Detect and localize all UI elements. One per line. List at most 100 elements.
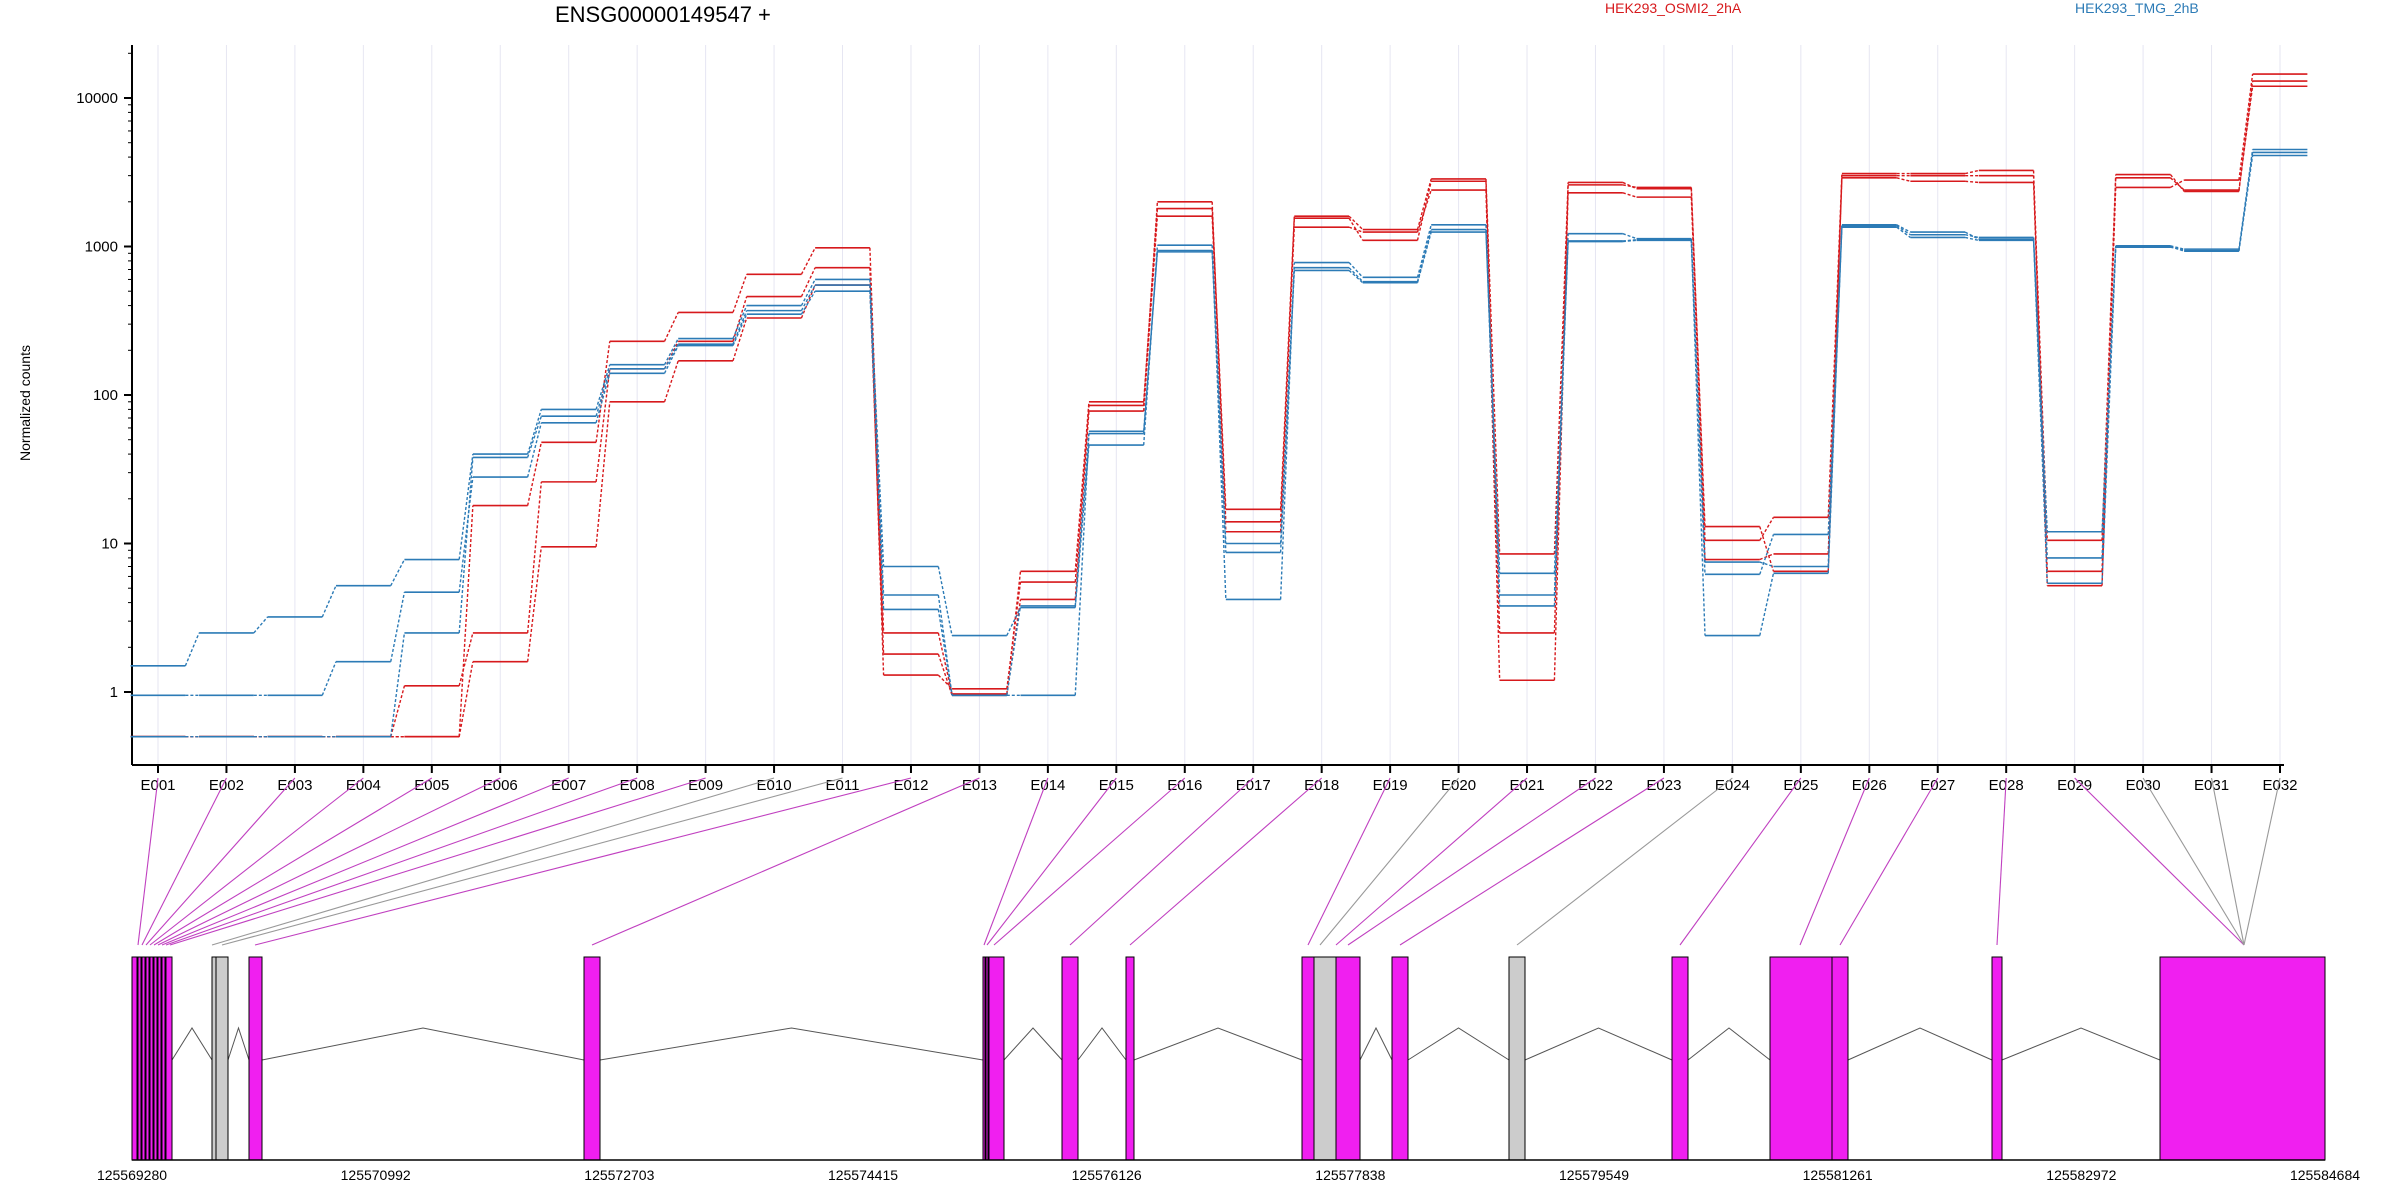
data-connector [526, 409, 542, 455]
exon-block [141, 956, 146, 1161]
intron-line [1524, 1027, 1673, 1061]
intron-line [261, 1027, 585, 1061]
x-tick-label: E012 [893, 777, 928, 794]
data-connector [1074, 433, 1090, 696]
x-tick-label: E001 [140, 777, 175, 794]
data-connector [595, 368, 611, 417]
data-connector [526, 422, 543, 478]
data-connector [595, 401, 611, 547]
intron-line [1077, 1027, 1127, 1061]
data-connector [732, 296, 748, 342]
exon-connector [1799, 777, 1870, 946]
data-connector [526, 415, 542, 458]
x-tick-label: E023 [1646, 777, 1681, 794]
data-connector [390, 685, 406, 737]
data-connector [526, 546, 543, 662]
x-tick-label: E025 [1783, 777, 1818, 794]
x-tick-label: E004 [346, 777, 381, 794]
x-tick-label: E016 [1167, 777, 1202, 794]
data-connector [2169, 174, 2185, 192]
position-label: 125572703 [584, 1167, 654, 1183]
data-connector [2170, 245, 2185, 252]
data-connector [1485, 232, 1501, 574]
data-connector [1896, 226, 1911, 239]
position-label: 125581261 [1803, 1167, 1873, 1183]
data-connector [458, 661, 474, 737]
data-connector [1964, 169, 1979, 175]
data-connector [2032, 175, 2048, 541]
exon-block [1313, 956, 1337, 1161]
data-connector [1416, 224, 1432, 278]
data-connector [1553, 182, 1569, 555]
data-connector [1416, 229, 1432, 282]
exon-block [145, 956, 150, 1161]
exon-block [1831, 956, 1849, 1161]
x-tick-label: E011 [826, 777, 860, 794]
exon-block [1335, 956, 1361, 1161]
data-connector [1006, 607, 1022, 636]
exon-block [137, 956, 142, 1161]
exon-block [985, 956, 989, 1161]
exon-block [157, 956, 162, 1161]
data-connector [1690, 240, 1706, 563]
data-connector [800, 247, 816, 275]
data-connector [458, 477, 474, 593]
exon-connector [149, 777, 364, 946]
data-connector [800, 267, 816, 297]
legend-entry-osmi: HEK293_OSMI2_2hA [1605, 0, 1742, 16]
data-connector [1690, 188, 1706, 527]
data-connector [1006, 581, 1022, 689]
exon-connector [141, 777, 227, 946]
data-connector [2101, 246, 2117, 558]
exon-connector [254, 777, 912, 946]
exon-block [131, 956, 138, 1161]
data-connector [663, 360, 679, 403]
data-connector [526, 481, 543, 633]
data-connector [1348, 215, 1364, 231]
x-tick-label: E031 [2194, 777, 2229, 794]
gene-title: ENSG00000149547 + [555, 2, 771, 27]
data-connector [1622, 233, 1637, 240]
intron-line [1359, 1026, 1393, 1061]
data-connector [1006, 605, 1022, 696]
data-connector [732, 317, 748, 361]
exon-connector [2211, 777, 2245, 946]
data-connector [1279, 267, 1295, 544]
exon-connector [1319, 777, 1460, 946]
x-tick-label: E027 [1920, 777, 1955, 794]
data-connector [458, 454, 474, 560]
data-connector [1622, 181, 1637, 190]
x-tick-label: E006 [483, 777, 518, 794]
y-tick-label: 100 [93, 387, 118, 404]
exon-connector [145, 777, 296, 946]
data-connector [1553, 241, 1569, 596]
exon-connector [153, 777, 433, 946]
position-label: 125582972 [2046, 1167, 2116, 1183]
data-connector [1348, 226, 1363, 233]
data-connector [458, 632, 474, 687]
data-connector [2238, 80, 2254, 192]
exon-connector [1129, 777, 1323, 946]
intron-line [227, 1026, 250, 1061]
legend-entry-tmg: HEK293_TMG_2hB [2075, 0, 2199, 16]
position-label: 125577838 [1315, 1167, 1385, 1183]
intron-line [1407, 1027, 1510, 1061]
data-connector [1759, 561, 1774, 568]
data-connector [1759, 553, 1774, 561]
data-connector [1074, 401, 1090, 572]
intron-line [1687, 1027, 1771, 1061]
data-connector [1896, 177, 1911, 182]
exon-connector [1335, 777, 1528, 946]
exon-block [982, 956, 986, 1161]
data-connector [937, 674, 953, 690]
data-connector [1211, 245, 1227, 600]
exon-block [248, 956, 263, 1161]
data-connector [663, 338, 679, 366]
data-connector [1279, 216, 1295, 510]
data-connector [1553, 240, 1569, 574]
data-connector [732, 310, 748, 345]
data-connector [2238, 73, 2254, 181]
data-connector [1553, 192, 1569, 681]
x-tick-label: E009 [688, 777, 723, 794]
